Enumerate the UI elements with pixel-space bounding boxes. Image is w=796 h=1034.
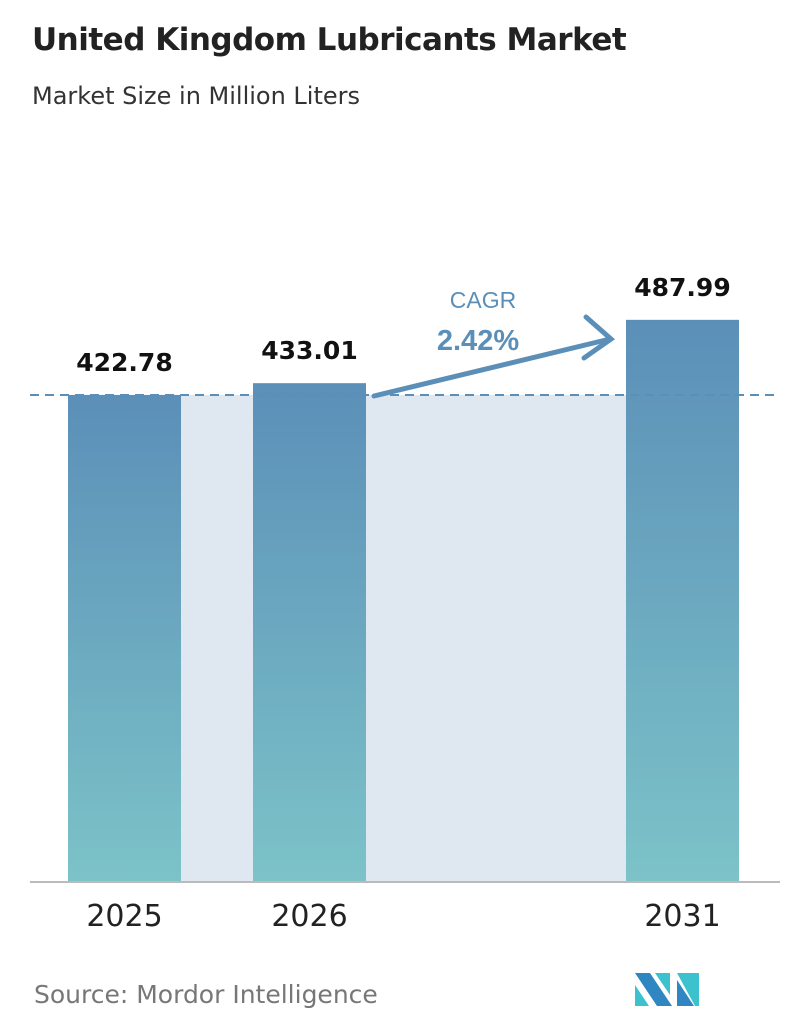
x-tick-label: 2025 — [86, 899, 162, 934]
mordor-logo — [635, 973, 699, 1006]
x-tick-label: 2031 — [644, 899, 720, 934]
reference-band — [181, 394, 626, 882]
cagr-label: CAGR — [450, 287, 516, 313]
bar-2025 — [68, 394, 181, 882]
cagr-value: 2.42% — [437, 325, 519, 357]
cagr-arrow — [371, 314, 616, 399]
data-label: 422.78 — [76, 348, 172, 377]
x-tick-label: 2026 — [271, 899, 347, 934]
source-note: Source: Mordor Intelligence — [34, 980, 378, 1009]
bar-2026 — [253, 383, 366, 882]
chart-subtitle: Market Size in Million Liters — [32, 82, 361, 110]
bar-2031 — [626, 319, 739, 882]
data-label: 487.99 — [634, 273, 730, 302]
chart-title: United Kingdom Lubricants Market — [32, 22, 627, 58]
data-label: 433.01 — [261, 336, 357, 365]
